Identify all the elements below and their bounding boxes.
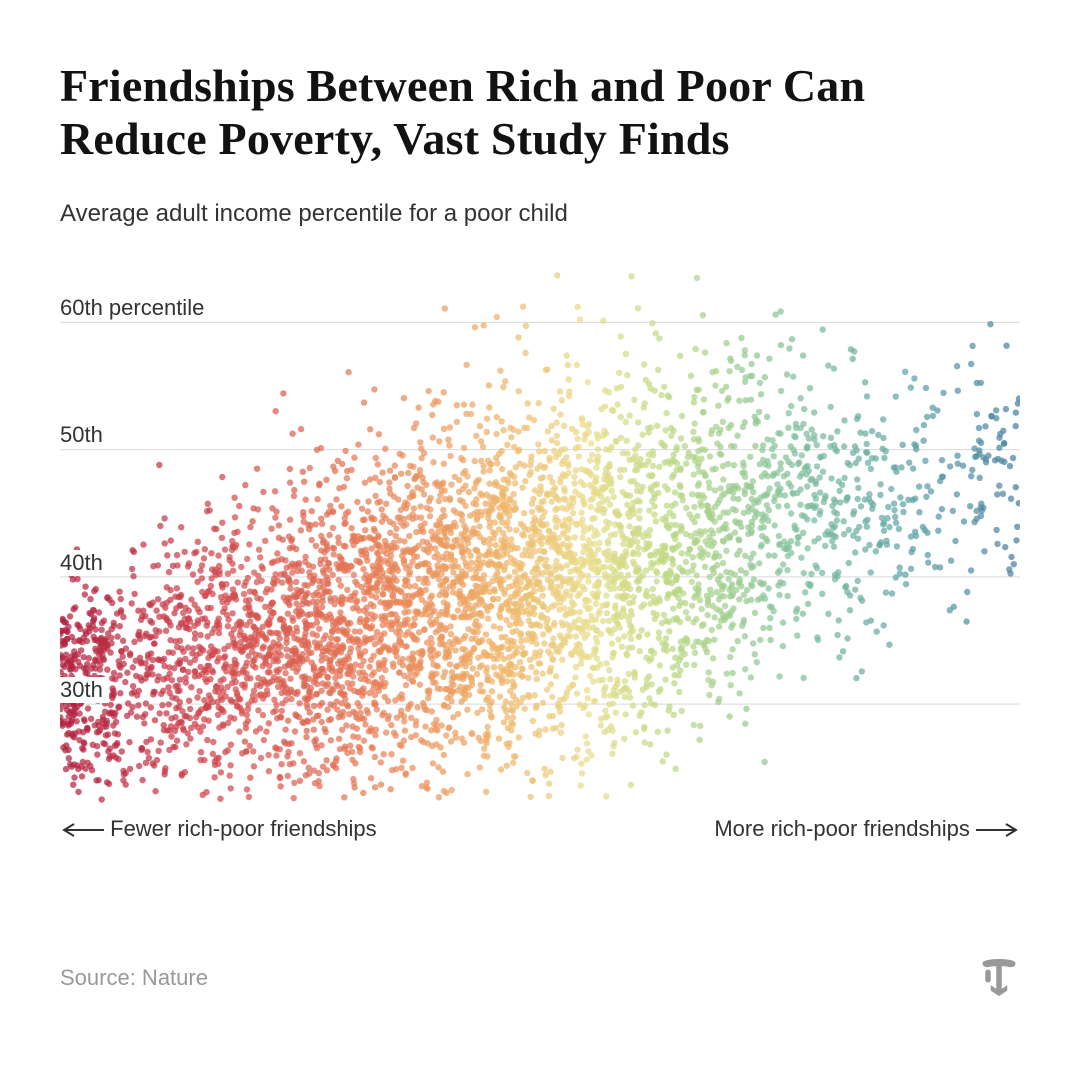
ytick-label: 60th percentile: [60, 295, 210, 321]
x-axis-right-group: More rich-poor friendships: [714, 816, 1020, 842]
x-axis-right-label: More rich-poor friendships: [714, 816, 970, 841]
arrow-right-icon: [976, 822, 1020, 838]
x-axis-left-group: Fewer rich-poor friendships: [60, 816, 377, 842]
nyt-logo-icon: [977, 954, 1021, 998]
ytick-label: 30th: [60, 677, 109, 703]
publication-logo: [977, 954, 1021, 1003]
arrow-left-icon: [60, 822, 104, 838]
ytick-label: 50th: [60, 422, 109, 448]
scatter-points: [60, 272, 1020, 803]
x-axis-left-label: Fewer rich-poor friendships: [110, 816, 377, 841]
scatter-svg: [60, 246, 1020, 806]
page-title: Friendships Between Rich and Poor Can Re…: [60, 60, 1021, 166]
chart-subtitle: Average adult income percentile for a po…: [60, 200, 1021, 228]
scatter-chart: 60th percentile 50th 40th 30th: [60, 246, 1020, 806]
source-credit: Source: Nature: [60, 965, 208, 991]
ytick-label: 40th: [60, 550, 109, 576]
